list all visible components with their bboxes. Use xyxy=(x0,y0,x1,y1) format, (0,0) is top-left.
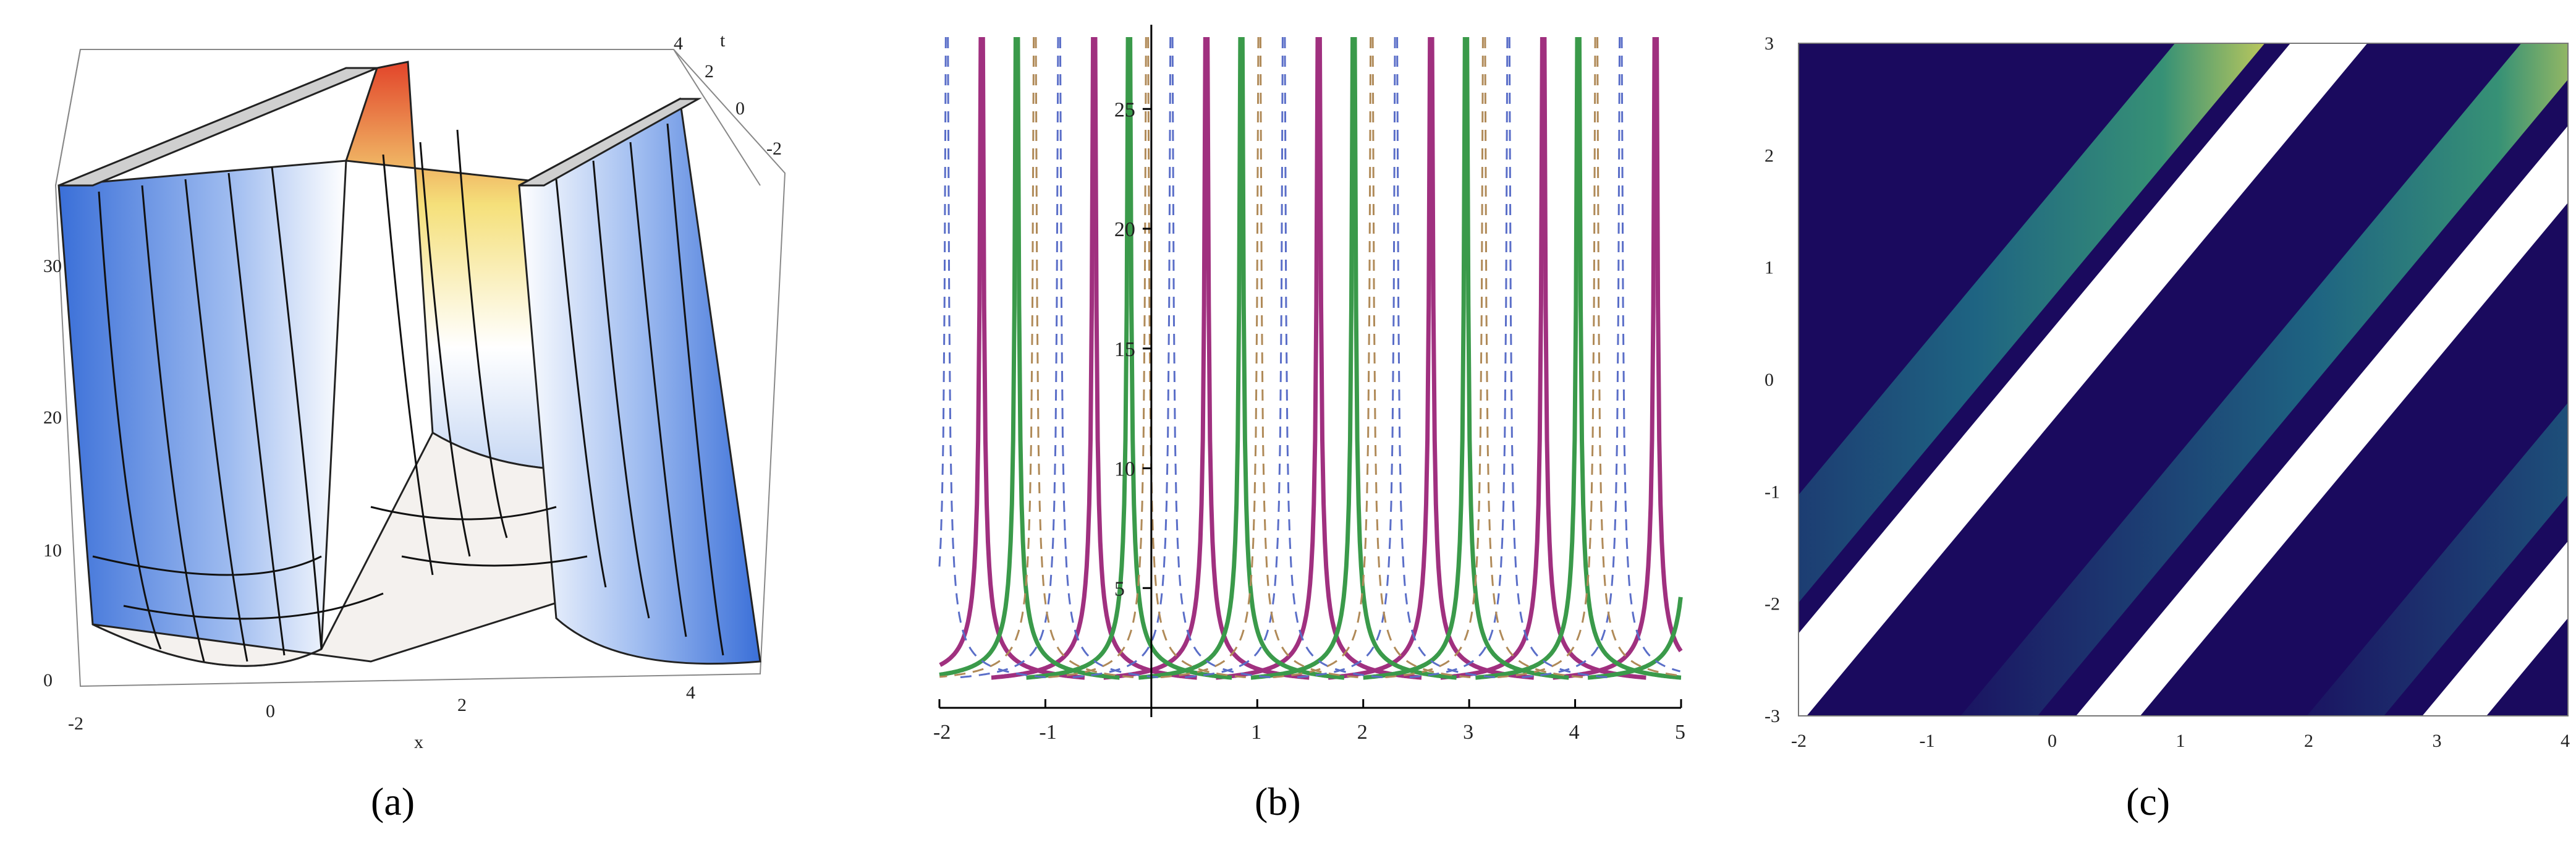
series-group xyxy=(939,37,1681,678)
x-tick-label: -1 xyxy=(1039,721,1056,744)
z-tick: 30 xyxy=(43,256,62,276)
x-tick-label: 1 xyxy=(2176,731,2185,751)
y-tick-label: -2 xyxy=(1765,594,1780,614)
x-tick-label: 4 xyxy=(1569,721,1580,744)
series-2-branch xyxy=(1060,37,1162,678)
x-tick: -2 xyxy=(68,713,83,734)
y-tick-label: 5 xyxy=(1114,577,1125,600)
panel-b: -2 -1 1 2 3 4 5 5 10 15 20 25 (b) xyxy=(853,0,1718,860)
t-tick: -2 xyxy=(766,138,782,159)
t-axis-label: t xyxy=(720,30,726,51)
series-2-branch xyxy=(939,37,946,566)
caption-a: (a) xyxy=(371,779,415,825)
z-tick: 0 xyxy=(43,670,53,691)
x-tick: 0 xyxy=(266,701,275,721)
y-tick-label: -1 xyxy=(1765,482,1780,502)
x-tick: 2 xyxy=(457,695,467,715)
series-2-branch xyxy=(1509,37,1611,678)
x-tick-label: 2 xyxy=(1357,721,1368,744)
y-tick-label: 15 xyxy=(1114,338,1135,361)
y-tick-label: 10 xyxy=(1114,458,1135,481)
t-tick: 2 xyxy=(705,61,714,82)
series-2-branch xyxy=(1172,37,1274,678)
y-tick-label: 3 xyxy=(1765,33,1774,54)
surface-plot: 30 20 10 0 -2 0 2 4 x 4 2 0 -2 t xyxy=(0,0,853,860)
heatmap-plot: -2 -1 0 1 2 3 4 3 2 1 0 -1 -2 -3 xyxy=(1718,0,2576,860)
series-1-branch xyxy=(1363,37,1465,678)
x-axis-label: x xyxy=(414,732,423,752)
x-tick-label: 3 xyxy=(2433,731,2442,751)
caption-c: (c) xyxy=(2126,779,2170,825)
x-tick-label: -2 xyxy=(1791,731,1807,751)
tick-labels: -2 -1 1 2 3 4 5 5 10 15 20 25 xyxy=(933,98,1685,744)
series-1-branch xyxy=(1475,37,1577,678)
x-tick-label: 1 xyxy=(1251,721,1261,744)
y-tick-label: 1 xyxy=(1765,258,1774,278)
t-tick: 0 xyxy=(735,98,745,119)
series-2-branch xyxy=(948,37,1050,678)
series-0-branch xyxy=(1657,37,1681,651)
x-tick-label: 0 xyxy=(2048,731,2057,751)
series-1-branch xyxy=(1138,37,1240,678)
series-1-branch xyxy=(1251,37,1353,678)
caption-b: (b) xyxy=(1255,779,1301,825)
x-tick-label: 3 xyxy=(1463,721,1473,744)
x-tick-label: -1 xyxy=(1920,731,1935,751)
x-tick-label: 5 xyxy=(1675,721,1685,744)
x-tick-label: -2 xyxy=(933,721,951,744)
panel-a: 30 20 10 0 -2 0 2 4 x 4 2 0 -2 t (a) xyxy=(0,0,853,860)
y-tick-label: 0 xyxy=(1765,370,1774,390)
line-plot: -2 -1 1 2 3 4 5 5 10 15 20 25 xyxy=(853,0,1718,860)
series-2-branch xyxy=(1285,37,1387,678)
x-tick-label: 2 xyxy=(2304,731,2313,751)
panel-c: -2 -1 0 1 2 3 4 3 2 1 0 -1 -2 -3 (c) xyxy=(1718,0,2576,860)
x-tick: 4 xyxy=(686,682,695,703)
y-tick-label: -3 xyxy=(1765,706,1780,726)
series-2-branch xyxy=(1397,37,1499,678)
x-tick-label: 4 xyxy=(2561,731,2570,751)
z-tick: 10 xyxy=(43,540,62,561)
y-tick-label: 2 xyxy=(1765,145,1774,166)
t-tick: 4 xyxy=(674,33,683,54)
y-tick-label: 25 xyxy=(1114,98,1135,121)
series-1-branch xyxy=(1027,37,1129,678)
y-tick-label: 20 xyxy=(1114,218,1135,241)
series-3-branch xyxy=(1598,37,1680,676)
axes xyxy=(939,25,1681,717)
z-tick: 20 xyxy=(43,407,62,428)
